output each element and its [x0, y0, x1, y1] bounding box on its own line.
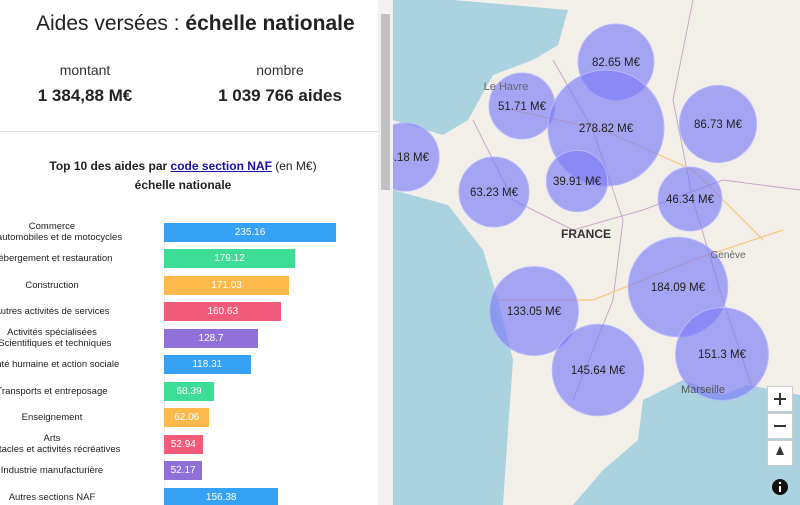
bar: [164, 328, 259, 348]
bar: [164, 249, 295, 268]
bubble-label: 51.71 M€: [498, 101, 547, 113]
bubble-label: 39.91 M€: [553, 176, 602, 188]
compass[interactable]: [767, 440, 793, 466]
bubble-label: 151.3 M€: [698, 349, 747, 361]
category-label: Activités spécialisées - Scientifiques e…: [0, 327, 112, 349]
side-panel: Aides versées : échelle nationale montan…: [0, 0, 378, 505]
category-label: Commerce n d'automobiles et de motocycle…: [0, 221, 123, 243]
scroll-thumb[interactable]: [381, 14, 390, 190]
category-label: Enseignement: [21, 412, 83, 423]
naf-link[interactable]: code section NAF: [170, 159, 272, 173]
bubble: [393, 122, 440, 192]
map[interactable]: 82.65 M€ 51.71 M€ 278.82 M€ 86.73 M€ 58.18 M…: [393, 0, 800, 505]
bar: [164, 487, 279, 505]
bubble-label: 46.34 M€: [666, 194, 715, 206]
value-label: 128.7: [198, 332, 224, 344]
bubble: [657, 166, 723, 232]
category-label: Santé humaine et action sociale: [0, 359, 120, 370]
value-label: 62.06: [174, 412, 200, 423]
value-label: 52.94: [170, 438, 196, 450]
category-label: Arts pectacles et activités récréatives: [0, 433, 121, 455]
zoom-in[interactable]: [767, 386, 793, 412]
value-label: 179.12: [214, 253, 245, 264]
bar: [164, 222, 336, 242]
bubble: [489, 266, 579, 356]
stat-label: nombre: [256, 62, 304, 78]
bubble: [551, 323, 645, 417]
value-label: 160.63: [207, 306, 239, 317]
chart-title-suffix: (en M€): [271, 159, 317, 173]
category-label: Construction: [25, 279, 79, 291]
bubble-label: 145.64 M€: [571, 365, 626, 377]
value-label: 156.38: [205, 491, 237, 503]
zoom-in-icon: [774, 393, 786, 405]
value-label: 52.17: [170, 465, 196, 476]
category-label: Hébergement et restauration: [0, 253, 113, 264]
bar: [164, 275, 290, 295]
value-label: 235.16: [234, 226, 266, 238]
compass-icon: [776, 446, 784, 455]
place-label: FRANCE: [561, 227, 611, 241]
bubble-label: 184.09 M€: [651, 282, 706, 294]
bubble: [678, 84, 758, 164]
divider: [0, 131, 378, 132]
category-label: Transports et entreposage: [0, 385, 108, 397]
place-label: Le Havre: [484, 81, 529, 93]
zoom-out-icon: [774, 425, 786, 427]
place-label: Marseille: [681, 384, 725, 396]
bubble: [675, 307, 769, 401]
category-label: Autres activités de services: [0, 306, 110, 317]
chart-subtitle: échelle nationale: [134, 178, 232, 192]
place-label: Genève: [710, 250, 745, 261]
info-button[interactable]: [770, 477, 790, 497]
places: Le Havre FRANCE Genève Marseille: [484, 81, 746, 396]
value-label: 171.03: [211, 279, 242, 291]
bubble: [458, 156, 530, 228]
title: Aides versées : échelle nationale: [36, 12, 355, 36]
bar-chart: Commerce n d'automobiles et de motocycle…: [0, 0, 378, 505]
bubble-label: 278.82 M€: [579, 123, 634, 135]
bar: [164, 355, 251, 374]
bubble-label: 58.18 M€: [393, 152, 430, 164]
scrollbar[interactable]: [378, 0, 393, 505]
bubbles: 82.65 M€ 51.71 M€ 278.82 M€ 86.73 M€ 58.18 M…: [393, 23, 769, 417]
bar: [164, 461, 203, 480]
bar: [164, 302, 282, 321]
chart-title-prefix: Top 10 des aides par: [49, 159, 171, 173]
stat-value: 1 039 766 aides: [218, 86, 342, 105]
zoom-out[interactable]: [767, 413, 793, 439]
title-prefix: Aides versées :: [36, 12, 186, 35]
bubble-label: 63.23 M€: [470, 187, 519, 199]
bubble-label: 133.05 M€: [507, 306, 562, 318]
stat-value: 1 384,88 M€: [37, 86, 133, 105]
category-label: Industrie manufacturière: [0, 465, 104, 476]
bubble: [545, 149, 609, 213]
value-label: 68.39: [176, 385, 202, 397]
bubble-label: 86.73 M€: [694, 119, 743, 131]
chart-title: Top 10 des aides par code section NAF (e…: [0, 159, 366, 173]
bar: [164, 381, 215, 401]
bar: [164, 408, 210, 427]
value-label: 118.31: [192, 359, 223, 370]
bar: [164, 434, 203, 454]
category-label: Autres sections NAF: [8, 491, 96, 503]
title-scope: échelle nationale: [185, 12, 355, 35]
bubble-label: 82.65 M€: [592, 57, 641, 69]
stat-label: montant: [59, 62, 111, 78]
